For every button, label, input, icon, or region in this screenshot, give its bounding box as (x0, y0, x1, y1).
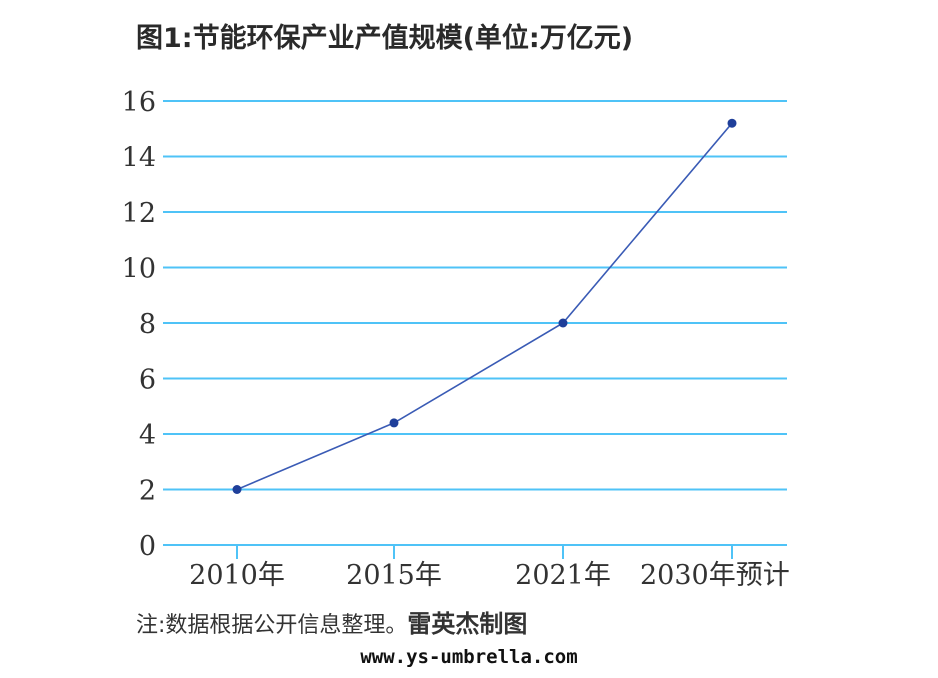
x-axis (163, 544, 787, 559)
data-point (232, 485, 242, 494)
y-tick-label: 6 (139, 365, 156, 396)
y-tick-label: 14 (122, 143, 156, 174)
chart-title: 图1:节能环保产业产值规模(单位:万亿元) (136, 23, 634, 54)
y-tick-labels: 0 2 4 6 8 10 12 14 16 (122, 87, 156, 562)
series-line (232, 118, 737, 494)
x-tick-label: 2030年预计 (640, 560, 790, 591)
x-tick-label: 2010年 (189, 560, 285, 591)
data-point (727, 118, 737, 128)
line-chart: 0 2 4 6 8 10 12 14 16 2010年 2015年 2021年 2030年预计 (122, 87, 790, 591)
x-tick-label: 2015年 (346, 560, 442, 591)
data-point (389, 418, 399, 428)
author-credit: 雷英杰制图 (407, 610, 528, 638)
source-note-text: 注:数据根据公开信息整理。 (136, 613, 408, 638)
y-tick-label: 16 (122, 87, 156, 118)
gridlines (163, 100, 787, 491)
watermark: www.ys-umbrella.com (360, 646, 578, 668)
y-tick-label: 4 (139, 420, 156, 451)
y-tick-label: 12 (122, 198, 156, 229)
y-tick-label: 8 (139, 309, 156, 340)
source-note: 注:数据根据公开信息整理。雷英杰制图 (136, 604, 527, 639)
x-tick-labels: 2010年 2015年 2021年 2030年预计 (189, 560, 790, 591)
y-tick-label: 2 (139, 476, 156, 507)
series-line-path (236, 122, 733, 491)
x-tick-label: 2021年 (515, 560, 611, 591)
data-point (558, 318, 568, 328)
y-tick-label: 10 (122, 254, 156, 285)
y-tick-label: 0 (139, 531, 156, 562)
